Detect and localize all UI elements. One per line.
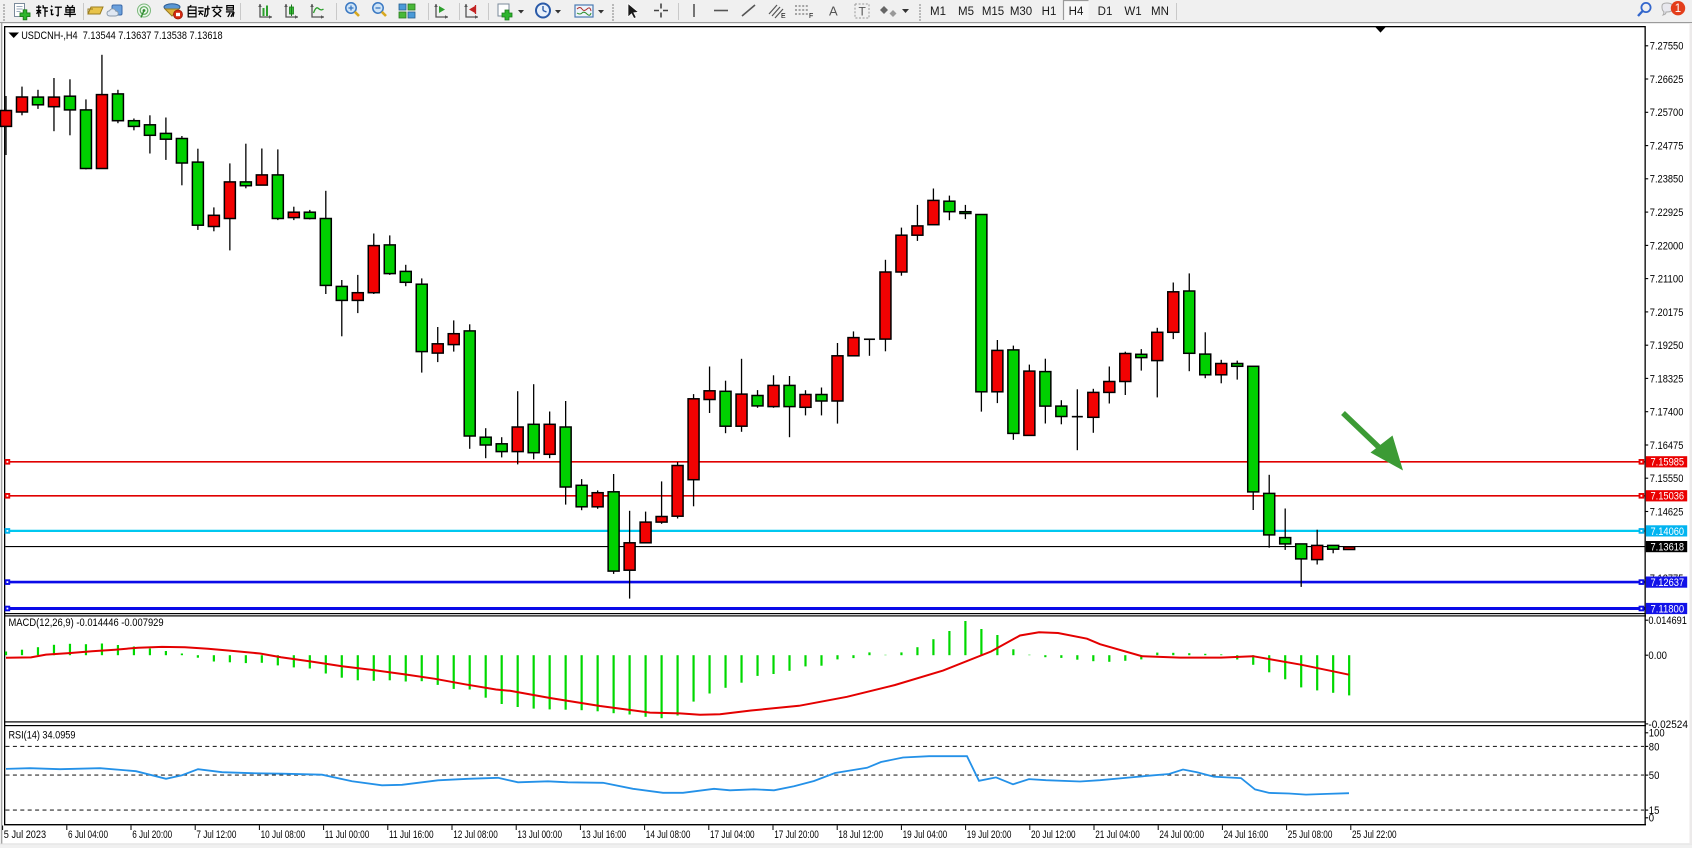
svg-text:18 Jul 12:00: 18 Jul 12:00 <box>838 829 883 841</box>
svg-text:7.25700: 7.25700 <box>1650 107 1684 119</box>
svg-text:19 Jul 20:00: 19 Jul 20:00 <box>967 829 1012 841</box>
svg-text:7.13618: 7.13618 <box>1651 542 1685 554</box>
svg-text:E: E <box>781 13 786 20</box>
svg-text:M5: M5 <box>958 6 974 18</box>
svg-text:MACD(12,26,9) -0.014446 -0.007: MACD(12,26,9) -0.014446 -0.007929 <box>8 617 163 629</box>
svg-text:14 Jul 08:00: 14 Jul 08:00 <box>646 829 691 841</box>
svg-text:M30: M30 <box>1010 6 1032 18</box>
svg-text:MN: MN <box>1151 6 1169 18</box>
svg-text:7.27550: 7.27550 <box>1650 41 1684 53</box>
svg-text:19 Jul 04:00: 19 Jul 04:00 <box>903 829 948 841</box>
svg-text:17 Jul 04:00: 17 Jul 04:00 <box>710 829 755 841</box>
svg-text:7.15985: 7.15985 <box>1651 457 1685 469</box>
svg-text:7.23850: 7.23850 <box>1650 174 1684 186</box>
svg-text:100: 100 <box>1649 728 1665 740</box>
svg-text:7.15036: 7.15036 <box>1651 491 1685 503</box>
svg-text:25 Jul 22:00: 25 Jul 22:00 <box>1352 829 1397 841</box>
svg-text:50: 50 <box>1649 770 1660 782</box>
svg-text:7.21100: 7.21100 <box>1650 274 1684 286</box>
svg-text:T: T <box>859 5 867 19</box>
svg-text:D1: D1 <box>1098 6 1113 18</box>
svg-text:7.26625: 7.26625 <box>1650 74 1684 86</box>
svg-text:6 Jul 20:00: 6 Jul 20:00 <box>132 829 172 841</box>
svg-text:7.11800: 7.11800 <box>1651 603 1685 615</box>
svg-text:11 Jul 16:00: 11 Jul 16:00 <box>389 829 434 841</box>
svg-text:7.12637: 7.12637 <box>1651 577 1685 589</box>
svg-text:M1: M1 <box>930 6 946 18</box>
svg-text:7.16475: 7.16475 <box>1650 440 1684 452</box>
svg-text:7.17400: 7.17400 <box>1650 407 1684 419</box>
svg-text:17 Jul 20:00: 17 Jul 20:00 <box>774 829 819 841</box>
svg-text:7.19250: 7.19250 <box>1650 340 1684 352</box>
svg-text:0: 0 <box>1649 813 1654 825</box>
svg-text:10 Jul 08:00: 10 Jul 08:00 <box>261 829 306 841</box>
svg-text:-0.02524: -0.02524 <box>1648 719 1688 731</box>
svg-text:RSI(14) 34.0959: RSI(14) 34.0959 <box>8 730 75 742</box>
svg-text:7.18325: 7.18325 <box>1650 373 1684 385</box>
svg-text:7.24775: 7.24775 <box>1650 141 1684 153</box>
svg-text:20 Jul 12:00: 20 Jul 12:00 <box>1031 829 1076 841</box>
svg-text:A: A <box>829 4 838 19</box>
svg-text:80: 80 <box>1649 741 1660 753</box>
svg-text:11 Jul 00:00: 11 Jul 00:00 <box>325 829 370 841</box>
svg-text:7.14060: 7.14060 <box>1651 526 1685 538</box>
svg-text:25 Jul 08:00: 25 Jul 08:00 <box>1288 829 1333 841</box>
svg-text:15: 15 <box>1649 805 1660 817</box>
svg-text:13 Jul 00:00: 13 Jul 00:00 <box>517 829 562 841</box>
svg-text:6 Jul 04:00: 6 Jul 04:00 <box>68 829 108 841</box>
svg-text:0.014691: 0.014691 <box>1648 615 1687 627</box>
svg-text:7.22925: 7.22925 <box>1650 207 1684 219</box>
svg-text:H1: H1 <box>1042 6 1057 18</box>
svg-text:7.20175: 7.20175 <box>1650 307 1684 319</box>
svg-text:24 Jul 00:00: 24 Jul 00:00 <box>1159 829 1204 841</box>
svg-text:13 Jul 16:00: 13 Jul 16:00 <box>582 829 627 841</box>
svg-text:USDCNH-,H4 7.13544 7.13637 7.: USDCNH-,H4 7.13544 7.13637 7.13538 7.136… <box>21 30 222 42</box>
svg-text:21 Jul 04:00: 21 Jul 04:00 <box>1095 829 1140 841</box>
svg-text:7.15550: 7.15550 <box>1650 473 1684 485</box>
svg-text:5 Jul 2023: 5 Jul 2023 <box>4 829 46 841</box>
svg-text:7 Jul 12:00: 7 Jul 12:00 <box>196 829 236 841</box>
svg-text:F: F <box>809 13 813 20</box>
svg-text:W1: W1 <box>1124 6 1141 18</box>
svg-text:H4: H4 <box>1069 6 1084 18</box>
svg-text:1: 1 <box>1675 3 1681 15</box>
svg-text:M15: M15 <box>982 6 1004 18</box>
svg-text:24 Jul 16:00: 24 Jul 16:00 <box>1224 829 1269 841</box>
svg-text:0.00: 0.00 <box>1648 650 1667 662</box>
svg-text:7.14625: 7.14625 <box>1650 506 1684 518</box>
svg-text:7.22000: 7.22000 <box>1650 240 1684 252</box>
svg-text:12 Jul 08:00: 12 Jul 08:00 <box>453 829 498 841</box>
